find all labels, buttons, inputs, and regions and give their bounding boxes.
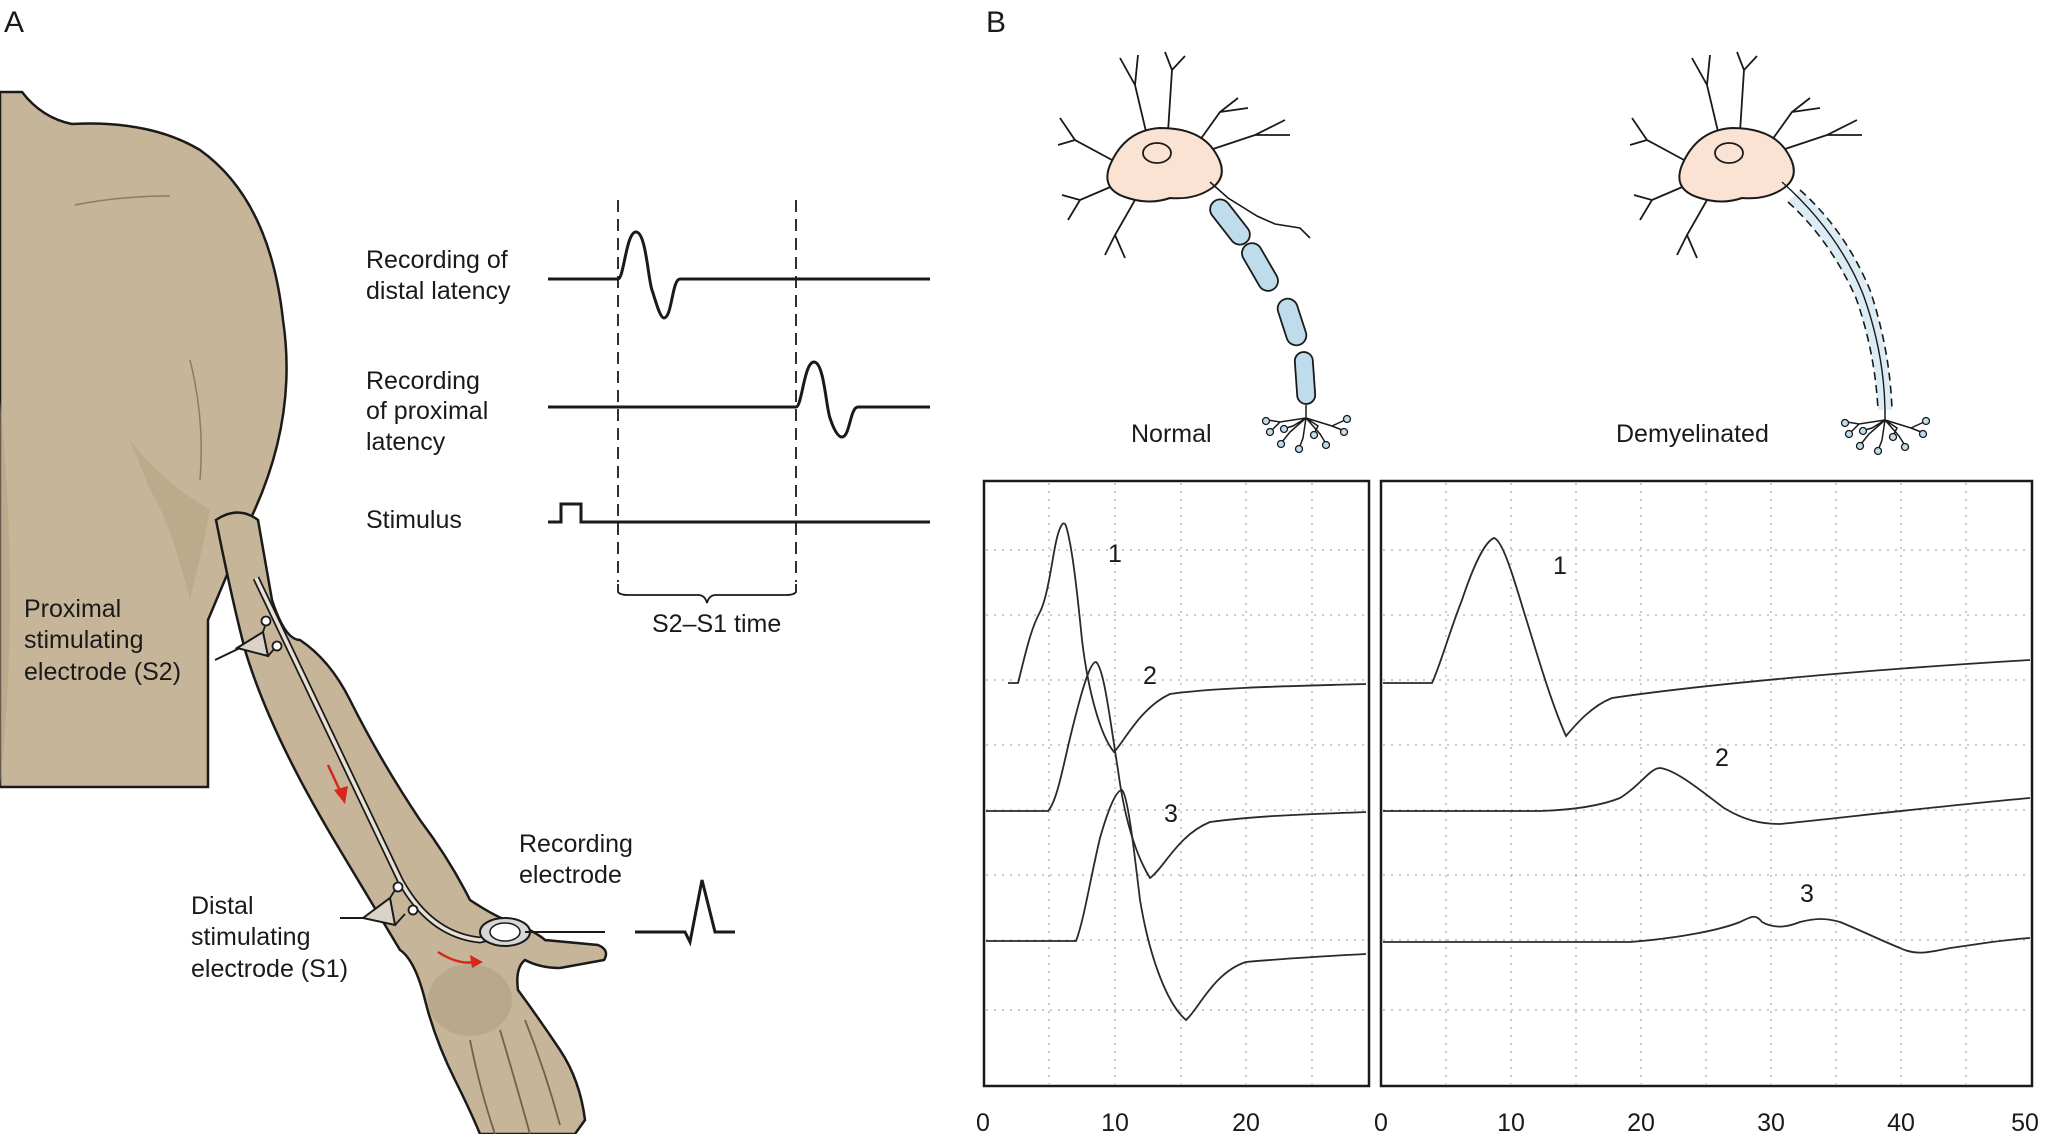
demyelinated-label: Demyelinated xyxy=(1616,420,1769,448)
shoulder-crease xyxy=(74,195,171,206)
normal-x-tick-0: 0 xyxy=(976,1109,990,1134)
normal-synaptic-boutons xyxy=(1261,414,1352,454)
demyelinated-axon xyxy=(1781,181,1886,411)
normal-neuron-nucleus xyxy=(1142,142,1172,164)
distal-latency-trace xyxy=(548,230,930,320)
normal-axon-terminals xyxy=(1267,405,1346,447)
proximal-electrode-label-line2: stimulating xyxy=(24,626,144,654)
demyelinated-trace-1 xyxy=(1383,537,2031,738)
proximal-electrode-label-line3: electrode (S2) xyxy=(24,658,181,686)
recording-waveform-icon xyxy=(635,879,735,947)
demyelinated-x-tick-0: 0 xyxy=(1374,1109,1388,1134)
finger-line-2 xyxy=(499,1029,531,1134)
interval-brace xyxy=(617,584,797,604)
normal-x-tick-20: 20 xyxy=(1232,1109,1260,1134)
demyelinated-recording-plot xyxy=(1379,479,2034,1088)
normal-trace-1 xyxy=(1008,522,1367,754)
timing-diagram xyxy=(548,200,930,604)
recording-electrode-label-line1: Recording xyxy=(519,830,633,858)
recording-electrode xyxy=(479,917,605,947)
finger-line-3 xyxy=(524,1019,561,1126)
normal-axon-hillock xyxy=(1209,181,1311,239)
proximal-latency-label-line2: of proximal xyxy=(366,397,488,425)
demyelinated-x-tick-50: 50 xyxy=(2011,1109,2039,1134)
demyelinated-trace-number-2: 2 xyxy=(1715,744,1729,772)
normal-trace-number-1: 1 xyxy=(1108,540,1122,568)
demyelinated-x-tick-30: 30 xyxy=(1757,1109,1785,1134)
demyelinated-traces xyxy=(1383,537,2031,954)
armpit-shadow xyxy=(130,440,210,600)
torso-shadow xyxy=(0,400,10,787)
arm-illustration xyxy=(0,90,608,1134)
forearm xyxy=(214,511,608,1134)
normal-trace-2 xyxy=(986,661,1367,880)
normal-recording-plot xyxy=(982,479,1371,1088)
demyelinated-sheath-fill xyxy=(1788,190,1892,410)
normal-plot-frame xyxy=(982,479,1371,1088)
proximal-latency-trace xyxy=(548,360,930,439)
distal-electrode-label-line1: Distal xyxy=(191,892,254,920)
proximal-electrode-label-line1: Proximal xyxy=(24,595,121,623)
normal-trace-number-3: 3 xyxy=(1164,800,1178,828)
demyelinated-axon-terminals xyxy=(1846,410,1925,449)
demyelinated-x-tick-10: 10 xyxy=(1497,1109,1525,1134)
normal-neuron xyxy=(1057,51,1352,454)
panel-a-letter: A xyxy=(4,6,24,39)
recording-electrode-label-line2: electrode xyxy=(519,861,622,889)
distal-latency-label-line2: distal latency xyxy=(366,277,511,305)
interval-label: S2–S1 time xyxy=(652,610,781,638)
distal-latency-label-line1: Recording of xyxy=(366,246,508,274)
proximal-stimulating-electrode xyxy=(214,615,283,661)
demyelinated-neuron-nucleus xyxy=(1714,142,1744,164)
normal-myelin-sheath xyxy=(1209,198,1317,405)
proximal-latency-label-line1: Recording xyxy=(366,367,480,395)
demyelinated-neuron-soma xyxy=(1678,126,1795,203)
demyelinated-neuron xyxy=(1629,51,1931,456)
distal-stimulating-electrode xyxy=(340,881,419,927)
demyelinated-neuron-dendrites xyxy=(1629,51,1862,259)
demyelinated-trace-2 xyxy=(1383,767,2031,825)
demyelinated-trace-number-3: 3 xyxy=(1800,880,1814,908)
normal-trace-3 xyxy=(986,789,1367,1022)
demyelinated-trace-number-1: 1 xyxy=(1553,552,1567,580)
stimulus-label: Stimulus xyxy=(366,506,462,534)
normal-neuron-soma xyxy=(1106,126,1223,203)
conduction-arrow-lower xyxy=(437,950,483,968)
finger-line-1 xyxy=(469,1039,496,1134)
demyelinated-trace-3 xyxy=(1383,915,2031,954)
demyelinated-synaptic-boutons xyxy=(1840,416,1931,456)
normal-x-tick-10: 10 xyxy=(1101,1109,1129,1134)
normal-trace-number-2: 2 xyxy=(1143,662,1157,690)
demyelinated-sheath-outline xyxy=(1787,189,1893,411)
upper-arm-crease xyxy=(189,359,202,481)
demyelinated-plot-frame xyxy=(1379,479,2034,1088)
normal-label: Normal xyxy=(1131,420,1212,448)
demyelinated-x-tick-20: 20 xyxy=(1627,1109,1655,1134)
stimulus-trace xyxy=(548,502,930,524)
normal-traces xyxy=(986,522,1367,1022)
distal-electrode-label-line3: electrode (S1) xyxy=(191,955,348,983)
proximal-latency-label-line3: latency xyxy=(366,428,446,456)
normal-neuron-dendrites xyxy=(1057,51,1290,259)
demyelinated-x-tick-40: 40 xyxy=(1887,1109,1915,1134)
panel-b-letter: B xyxy=(986,6,1006,39)
palm-shadow xyxy=(428,964,512,1036)
conduction-arrow-upper xyxy=(326,764,348,804)
distal-electrode-label-line2: stimulating xyxy=(191,923,311,951)
